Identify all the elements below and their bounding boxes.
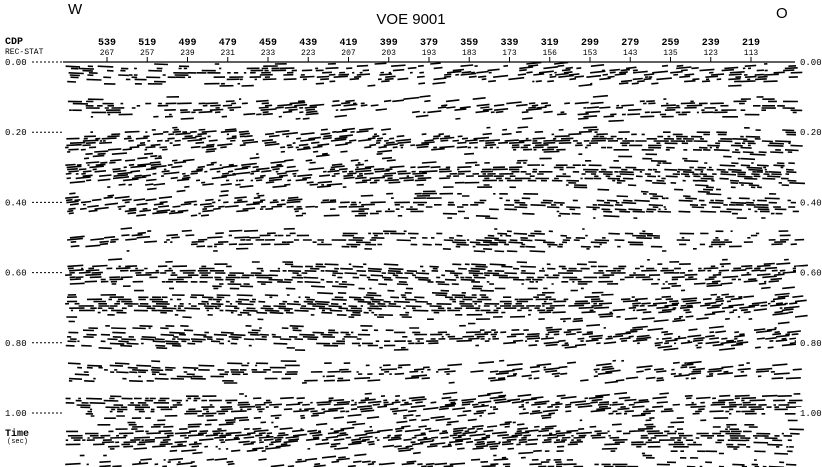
time-tick-label-right: 0.00	[800, 58, 822, 68]
cdp-value: 359	[460, 38, 478, 49]
rec-stat-value: 239	[180, 49, 195, 58]
cdp-value: 339	[500, 38, 518, 49]
tick-label-bg	[0, 196, 40, 208]
time-tick-label-right: 0.40	[800, 198, 822, 208]
rec-stat-value: 233	[261, 49, 276, 58]
time-tick-label: 0.20	[5, 128, 27, 138]
cdp-value: 279	[621, 38, 639, 49]
cdp-label: CDP	[5, 37, 23, 48]
time-tick-label-right: 0.20	[800, 128, 822, 138]
time-tick-label-right: 1.00	[800, 409, 822, 419]
rec-stat-value: 183	[462, 49, 477, 58]
seismic-traces	[65, 61, 808, 467]
cdp-value: 479	[219, 38, 237, 49]
rec-stat-value: 173	[502, 49, 517, 58]
cdp-value: 219	[742, 38, 760, 49]
time-tick-label: 1.00	[5, 409, 27, 419]
tick-label-bg	[0, 407, 40, 418]
rec-stat-value: 135	[663, 49, 678, 58]
rec-stat-value: 153	[583, 49, 598, 58]
tick-label-bg	[796, 336, 822, 348]
rec-stat-value: 123	[704, 49, 719, 58]
tick-label-bg	[0, 56, 40, 67]
rec-stat-value: 143	[623, 49, 638, 58]
cdp-value: 299	[581, 38, 599, 49]
title: VOE 9001	[376, 11, 445, 28]
tick-label-bg	[0, 126, 40, 138]
time-tick-label: 0.60	[5, 269, 27, 279]
rec-stat-value: 267	[100, 49, 115, 58]
rec-stat-value: 193	[422, 49, 437, 58]
cdp-value: 539	[98, 38, 116, 49]
time-tick-label-right: 0.80	[800, 339, 822, 349]
tick-label-bg	[0, 266, 40, 278]
time-tick-label: 0.40	[5, 198, 27, 208]
cdp-value: 319	[541, 38, 559, 49]
rec-stat-value: 113	[744, 49, 759, 58]
rec-stat-value: 203	[382, 49, 397, 58]
time-unit: (sec)	[7, 438, 28, 446]
rec-stat-value: 207	[341, 49, 356, 58]
rec-stat-label: REC-STAT	[5, 48, 44, 57]
cdp-value: 519	[138, 38, 156, 49]
time-tick-label: 0.00	[5, 58, 27, 68]
tick-label-bg	[796, 126, 822, 138]
cdp-value: 419	[339, 38, 357, 49]
tick-label-bg	[0, 336, 40, 348]
cdp-value: 499	[178, 38, 196, 49]
tick-label-bg	[796, 266, 822, 278]
cdp-value: 379	[420, 38, 438, 49]
cdp-value: 239	[702, 38, 720, 49]
tick-label-bg	[796, 56, 822, 67]
rec-stat-value: 257	[140, 49, 155, 58]
cdp-value: 399	[380, 38, 398, 49]
cdp-value: 439	[299, 38, 317, 49]
cdp-value: 259	[661, 38, 679, 49]
tick-label-bg	[796, 196, 822, 208]
time-label: Time	[5, 428, 29, 440]
trace-wiggles	[65, 61, 808, 467]
rec-stat-value: 156	[543, 49, 558, 58]
rec-stat-value: 231	[221, 49, 236, 58]
rec-stat-value: 223	[301, 49, 316, 58]
cdp-value: 459	[259, 38, 277, 49]
time-tick-label-right: 0.60	[800, 269, 822, 279]
tick-label-bg	[796, 407, 822, 418]
right-direction: O	[776, 5, 788, 22]
time-tick-label: 0.80	[5, 339, 27, 349]
left-direction: W	[68, 1, 83, 18]
